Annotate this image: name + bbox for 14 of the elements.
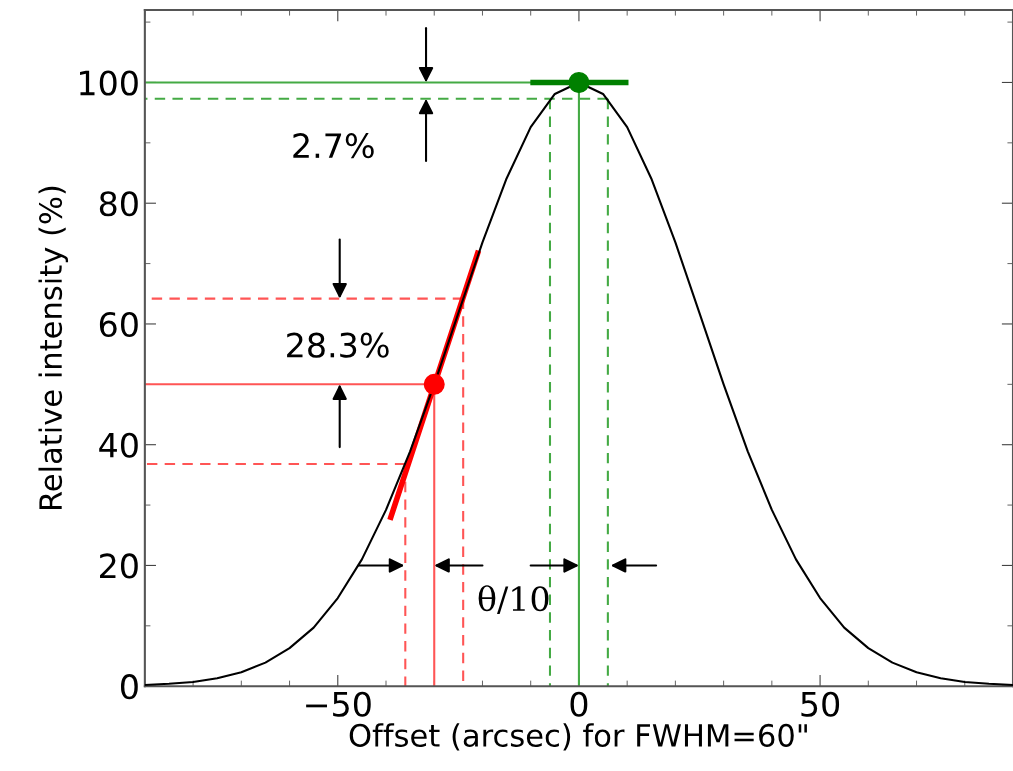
annotation: 2.7% bbox=[293, 133, 374, 159]
x-axis-title: Offset (arcsec) for FWHM=60" bbox=[349, 723, 807, 751]
y-tick-label: 40 bbox=[99, 432, 138, 458]
y-tick-label: 100 bbox=[80, 70, 138, 96]
annotation: θ/10 bbox=[478, 585, 549, 614]
x-tick-label: 50 bbox=[801, 691, 840, 717]
y-tick-label: 80 bbox=[99, 191, 138, 217]
x-tick-label: 0 bbox=[570, 691, 588, 717]
annotation: 28.3% bbox=[287, 332, 389, 358]
y-axis-title: Relative intensity (%) bbox=[38, 186, 69, 510]
y-tick-label: 0 bbox=[120, 674, 138, 700]
y-tick-label: 60 bbox=[99, 311, 138, 338]
x-tick-label: −50 bbox=[306, 691, 371, 717]
y-tick-label: 20 bbox=[100, 553, 138, 579]
